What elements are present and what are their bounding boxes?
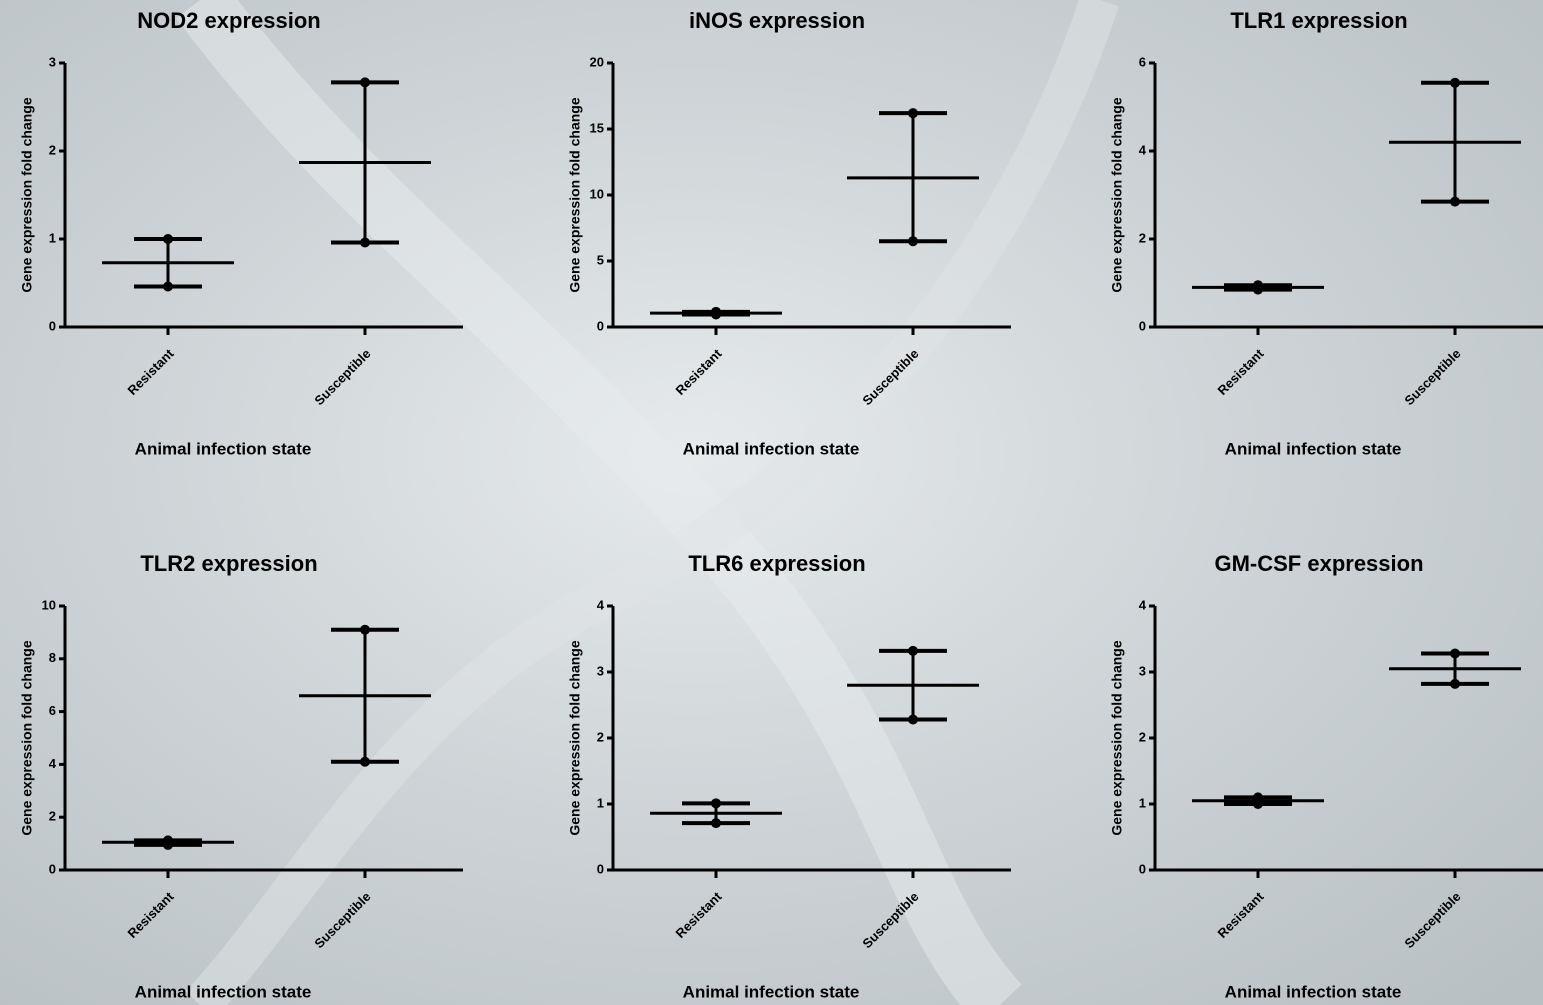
y-tick-label: 4	[1139, 142, 1147, 157]
y-tick-label: 3	[1139, 663, 1146, 678]
y-tick-label: 8	[49, 650, 56, 665]
y-tick-label: 20	[590, 54, 604, 69]
y-axis-label: Gene expression fold change	[1109, 97, 1125, 292]
data-point	[908, 646, 918, 656]
data-point	[908, 715, 918, 725]
chart-title: NOD2 expression	[137, 8, 320, 33]
y-tick-label: 6	[1139, 54, 1146, 69]
y-tick-label: 4	[1139, 597, 1147, 612]
y-tick-label: 1	[597, 795, 604, 810]
chart-title: TLR2 expression	[140, 551, 317, 576]
y-tick-label: 3	[49, 54, 56, 69]
data-point	[1450, 78, 1460, 88]
data-point	[711, 798, 721, 808]
y-tick-label: 4	[597, 597, 605, 612]
y-tick-label: 2	[1139, 230, 1146, 245]
y-tick-label: 0	[597, 861, 604, 876]
y-tick-label: 0	[597, 318, 604, 333]
data-point	[163, 234, 173, 244]
chart-title: TLR1 expression	[1230, 8, 1407, 33]
x-axis-label: Animal infection state	[1225, 439, 1402, 458]
y-tick-label: 10	[590, 186, 604, 201]
y-tick-label: 6	[49, 703, 56, 718]
y-tick-label: 2	[49, 142, 56, 157]
y-tick-label: 0	[49, 318, 56, 333]
x-axis-label: Animal infection state	[1225, 982, 1402, 1001]
y-axis-label: Gene expression fold change	[19, 640, 35, 835]
data-point	[360, 757, 370, 767]
data-point	[163, 282, 173, 292]
y-tick-label: 2	[49, 809, 56, 824]
y-axis-label: Gene expression fold change	[567, 640, 583, 835]
y-tick-label: 4	[49, 756, 57, 771]
y-tick-label: 0	[1139, 318, 1146, 333]
y-tick-label: 2	[597, 729, 604, 744]
data-point	[360, 77, 370, 87]
y-tick-label: 3	[597, 663, 604, 678]
x-axis-label: Animal infection state	[683, 439, 860, 458]
y-tick-label: 0	[49, 861, 56, 876]
y-tick-label: 1	[49, 230, 56, 245]
y-tick-label: 2	[1139, 729, 1146, 744]
y-tick-label: 10	[42, 597, 56, 612]
chart-title: GM-CSF expression	[1214, 551, 1423, 576]
y-tick-label: 15	[590, 120, 604, 135]
y-axis-label: Gene expression fold change	[1109, 640, 1125, 835]
y-tick-label: 0	[1139, 861, 1146, 876]
chart-title: TLR6 expression	[688, 551, 865, 576]
y-axis-label: Gene expression fold change	[19, 97, 35, 292]
data-point	[1450, 679, 1460, 689]
data-point	[1450, 197, 1460, 207]
y-tick-label: 5	[597, 252, 604, 267]
data-point	[360, 625, 370, 635]
y-tick-label: 1	[1139, 795, 1146, 810]
data-point	[908, 236, 918, 246]
data-point	[1450, 649, 1460, 659]
data-point	[711, 818, 721, 828]
y-axis-label: Gene expression fold change	[567, 97, 583, 292]
data-point	[908, 108, 918, 118]
data-point	[360, 238, 370, 248]
chart-title: iNOS expression	[689, 8, 865, 33]
x-axis-label: Animal infection state	[135, 982, 312, 1001]
figure: NOD2 expression Gene expression fold chan…	[0, 0, 1543, 1005]
x-axis-label: Animal infection state	[135, 439, 312, 458]
x-axis-label: Animal infection state	[683, 982, 860, 1001]
